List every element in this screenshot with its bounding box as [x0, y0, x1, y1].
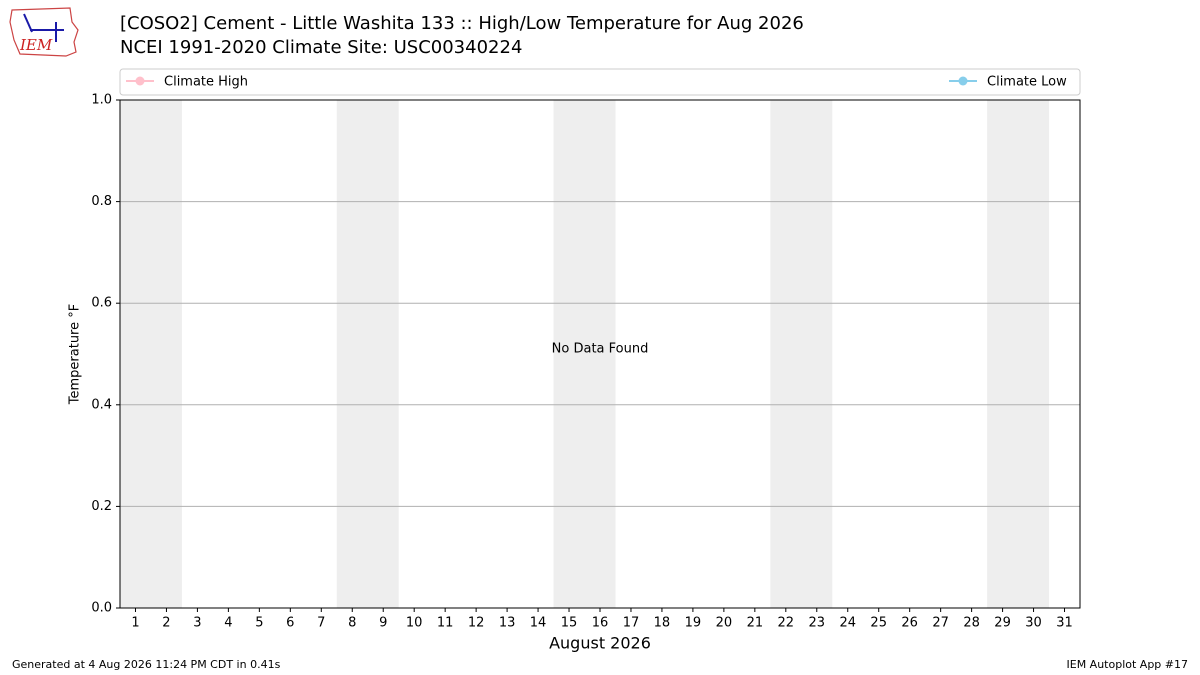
y-axis-label: Temperature °F: [68, 304, 83, 405]
x-tick-label: 17: [623, 616, 640, 631]
x-tick-label: 30: [1025, 616, 1042, 631]
x-tick-label: 14: [530, 616, 547, 631]
x-tick-label: 21: [747, 616, 764, 631]
footer-right: IEM Autoplot App #17: [1067, 658, 1189, 671]
x-tick-label: 1: [131, 616, 139, 631]
y-tick-label: 0.8: [91, 194, 112, 209]
weekend-band: [120, 100, 182, 608]
annotation: No Data Found: [552, 342, 649, 357]
legend-marker: [135, 76, 145, 86]
footer-left: Generated at 4 Aug 2026 11:24 PM CDT in …: [12, 658, 281, 671]
x-tick-label: 31: [1056, 616, 1073, 631]
x-tick-label: 15: [561, 616, 578, 631]
x-tick-label: 26: [901, 616, 918, 631]
legend-marker: [958, 76, 968, 86]
y-tick-label: 1.0: [91, 93, 112, 108]
x-tick-label: 7: [317, 616, 325, 631]
x-tick-label: 12: [468, 616, 485, 631]
x-tick-label: 8: [348, 616, 356, 631]
x-tick-label: 23: [809, 616, 826, 631]
logo: IEM: [9, 7, 79, 57]
weekend-band: [553, 100, 616, 608]
weekend-band: [987, 100, 1050, 608]
y-tick-label: 0.4: [91, 397, 112, 412]
chart-title: [COSO2] Cement - Little Washita 133 :: H…: [120, 13, 804, 34]
logo-text: IEM: [19, 36, 53, 54]
y-tick-label: 0.6: [91, 296, 112, 311]
x-tick-label: 18: [654, 616, 671, 631]
legend: [119, 68, 1081, 96]
x-tick-label: 5: [255, 616, 263, 631]
x-tick-label: 3: [193, 616, 201, 631]
y-tick-label: 0.0: [91, 601, 112, 616]
x-tick-label: 25: [870, 616, 887, 631]
weekend-band: [336, 100, 399, 608]
x-tick-label: 6: [286, 616, 294, 631]
weekend-band: [770, 100, 833, 608]
x-tick-label: 2: [162, 616, 170, 631]
x-tick-label: 16: [592, 616, 609, 631]
x-tick-label: 13: [499, 616, 516, 631]
x-tick-label: 24: [839, 616, 856, 631]
x-tick-label: 28: [963, 616, 980, 631]
legend-label: Climate Low: [987, 75, 1067, 90]
y-tick-label: 0.2: [91, 499, 112, 514]
x-tick-label: 4: [224, 616, 232, 631]
legend-label: Climate High: [164, 75, 248, 90]
x-axis-label: August 2026: [549, 634, 651, 653]
x-tick-label: 19: [685, 616, 702, 631]
plot-frame: [119, 99, 1081, 609]
x-tick-label: 29: [994, 616, 1011, 631]
x-tick-label: 10: [406, 616, 423, 631]
x-tick-label: 27: [932, 616, 949, 631]
x-tick-label: 22: [778, 616, 795, 631]
x-tick-label: 11: [437, 616, 454, 631]
chart-subtitle: NCEI 1991-2020 Climate Site: USC00340224: [120, 37, 522, 58]
x-tick-label: 9: [379, 616, 387, 631]
x-tick-label: 20: [716, 616, 733, 631]
